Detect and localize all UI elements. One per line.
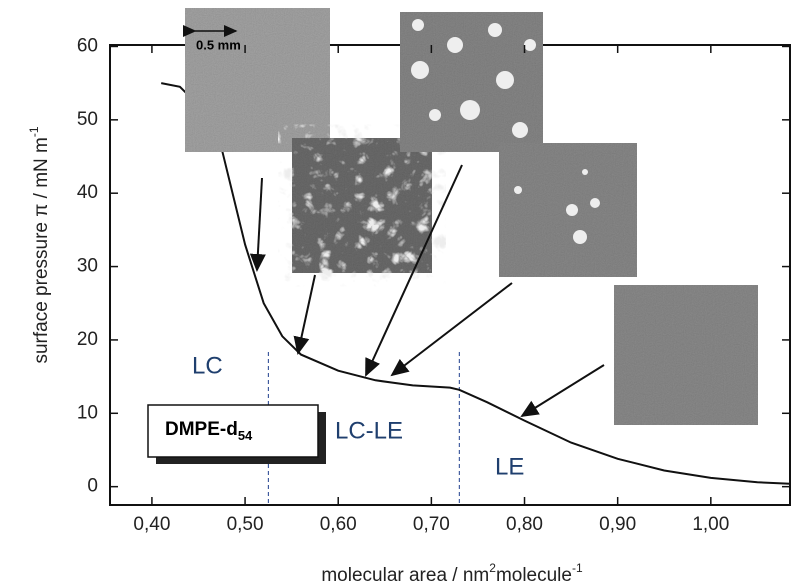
y-tick-label: 30 [77, 256, 98, 277]
x-tick-label: 0,70 [413, 514, 450, 535]
y-tick-label: 0 [87, 476, 98, 497]
y-label-text: surface pressure π / mN m [31, 137, 52, 363]
legend-box [147, 404, 319, 458]
domains [514, 169, 600, 244]
x-label-text: molecule [496, 565, 572, 586]
arrows [249, 164, 605, 418]
x-axis-label: molecular area / nm2molecule-1 [321, 561, 583, 586]
y-label-sup: -1 [27, 126, 41, 137]
legend-subscript: 54 [238, 428, 253, 443]
y-tick-label: 60 [77, 35, 98, 56]
x-label-sup: 2 [489, 561, 496, 575]
x-tick-label: 0,40 [133, 514, 170, 535]
y-axis-label: surface pressure π / mN m-1 [27, 126, 52, 363]
domains [411, 19, 536, 138]
inset-image [614, 285, 758, 425]
phase-label: LE [495, 453, 524, 480]
x-tick-label: 0,90 [599, 514, 636, 535]
x-tick-label: 1,00 [692, 514, 729, 535]
x-tick-label: 0,60 [320, 514, 357, 535]
y-tick-label: 20 [77, 329, 98, 350]
scale-label: 0.5 mm [196, 37, 241, 52]
inset-image [185, 8, 330, 152]
y-tick-label: 10 [77, 402, 98, 423]
insets [183, 8, 758, 425]
y-tick-label: 50 [77, 109, 98, 130]
inset-texture [292, 138, 432, 273]
legend-label: DMPE-d54 [165, 419, 253, 443]
isotherm [161, 82, 791, 485]
x-tick-label: 0,50 [227, 514, 264, 535]
x-label-text: molecular area / nm [321, 565, 489, 586]
phase-label: LC-LE [335, 417, 403, 444]
y-tick-label: 40 [77, 182, 98, 203]
x-label-sup: -1 [572, 561, 583, 575]
x-tick-label: 0,80 [506, 514, 543, 535]
legend-text: DMPE-d [165, 419, 238, 440]
phase-label: LC [192, 352, 223, 379]
